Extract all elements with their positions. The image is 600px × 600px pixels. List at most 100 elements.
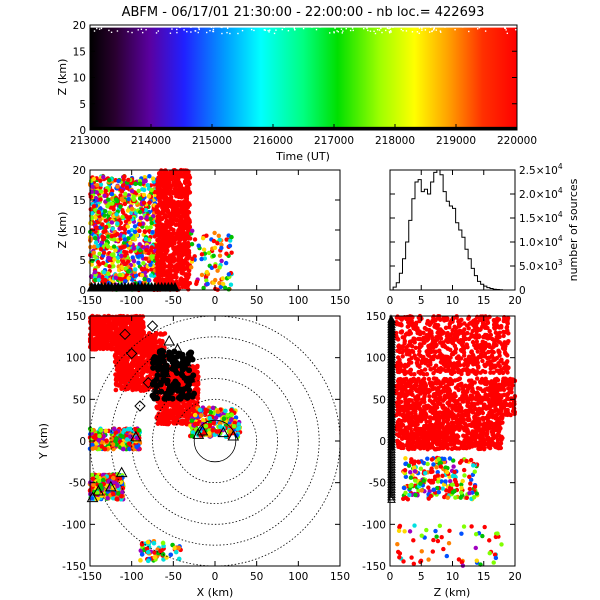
plan-view-source-point: [119, 493, 124, 499]
x-z-source-point: [190, 256, 195, 262]
x-z-source-point: [159, 201, 165, 207]
x-z-source-point: [129, 188, 135, 194]
plan-view-source-point: [113, 352, 118, 357]
plan-view-source-point: [172, 415, 178, 421]
x-z-source-point: [156, 270, 162, 275]
x-z-source-point: [163, 170, 169, 176]
x-z-source-point: [132, 229, 138, 235]
x-z-source-point: [91, 176, 97, 182]
time-speckle: [220, 26, 222, 28]
time-speckle: [360, 25, 362, 27]
x-z-source-point: [98, 188, 103, 194]
x-z-source-point: [92, 254, 97, 259]
time-speckle: [352, 29, 354, 32]
x-z-source-point: [124, 185, 130, 191]
time-speckle: [333, 31, 335, 33]
time-speckle: [133, 25, 136, 27]
time-speckle: [388, 32, 391, 34]
x-z-source-point: [120, 183, 126, 188]
plan-view-source-point: [223, 408, 228, 414]
x-z-xtick-label: -100: [120, 295, 144, 307]
x-z-ytick-label: 0: [79, 285, 86, 297]
time-height-sources: [90, 25, 517, 130]
x-z-source-point: [206, 250, 212, 256]
x-z-source-point: [162, 231, 168, 237]
x-z-source-point: [90, 258, 95, 263]
time-speckle: [171, 28, 173, 30]
time-speckle: [433, 28, 435, 30]
x-z-source-point: [93, 236, 98, 241]
plan-view-source-point: [131, 363, 137, 369]
x-z-source-point: [110, 226, 115, 231]
plan-view-source-point: [95, 344, 101, 349]
x-z-source-point: [224, 251, 229, 256]
x-z-source-point: [114, 212, 119, 217]
plan-view-source-point: [114, 436, 119, 441]
x-z-source-point: [171, 235, 177, 241]
plan-view-source-point: [176, 556, 182, 562]
time-speckle: [215, 25, 218, 27]
plan-view-dense-point: [151, 353, 158, 360]
time-speckle: [369, 25, 372, 28]
x-z-source-point: [156, 171, 162, 176]
x-z-xtick-label: 0: [212, 295, 219, 307]
time-speckle: [116, 30, 119, 32]
x-z-source-point: [148, 225, 153, 230]
plan-view-source-point: [148, 347, 154, 352]
x-z-source-point: [182, 231, 187, 236]
time-speckle: [294, 28, 296, 31]
time-speckle: [264, 29, 267, 31]
x-z-source-point: [147, 200, 152, 205]
time-speckle: [273, 32, 276, 35]
plan-view-source-point: [140, 314, 146, 319]
x-z-source-point: [169, 231, 174, 237]
plan-view-source-point: [96, 316, 101, 321]
x-z-source-point: [103, 188, 108, 194]
plan-view-source-point: [131, 380, 137, 386]
x-z-source-point: [141, 200, 147, 206]
x-z-source-point: [164, 195, 169, 200]
x-z-source-point: [168, 194, 174, 200]
x-z-source-point: [141, 192, 147, 198]
plan-view-source-point: [90, 476, 96, 482]
plan-view-source-point: [176, 545, 182, 551]
time-speckle: [157, 30, 159, 32]
x-z-source-point: [97, 262, 102, 267]
histogram-ytick-exponent: 3: [558, 258, 563, 267]
time-speckle: [110, 31, 113, 34]
plan-view-source-point: [126, 319, 132, 325]
x-z-source-point: [179, 258, 185, 263]
x-z-source-point: [106, 197, 111, 202]
time-speckle: [209, 29, 211, 32]
time-speckle: [281, 28, 283, 31]
x-z-source-point: [101, 270, 107, 275]
plan-view-source-point: [126, 441, 132, 446]
x-z-source-point: [212, 264, 218, 269]
plan-view-source-point: [140, 353, 145, 358]
x-z-source-point: [113, 233, 118, 238]
plan-view-dense-point: [153, 376, 160, 383]
x-z-source-point: [161, 226, 166, 232]
x-z-source-point: [119, 189, 125, 194]
x-z-xtick-label: 150: [330, 295, 350, 307]
plan-view-dense-point: [162, 395, 169, 402]
x-z-source-point: [226, 287, 231, 292]
figure-title: ABFM - 06/17/01 21:30:00 - 22:00:00 - nb…: [122, 5, 485, 20]
plan-view-source-point: [90, 446, 96, 451]
x-z-source-point: [171, 207, 176, 213]
x-z-source-point: [183, 266, 188, 271]
x-z-source-point: [157, 188, 163, 194]
time-speckle: [179, 26, 181, 29]
histogram-line: [390, 169, 515, 291]
time-speckle: [269, 29, 271, 31]
x-z-source-point: [141, 187, 147, 193]
histogram-ytick-exponent: 4: [558, 186, 563, 195]
time-speckle: [140, 28, 143, 30]
x-z-source-point: [130, 255, 135, 260]
plan-view-source-point: [104, 345, 110, 351]
x-z-source-point: [223, 260, 229, 266]
histogram-ytick-label: 2.0×104: [519, 186, 563, 201]
time-speckle: [385, 29, 387, 32]
time-speckle: [351, 27, 354, 29]
plan-view-source-point: [141, 344, 147, 350]
